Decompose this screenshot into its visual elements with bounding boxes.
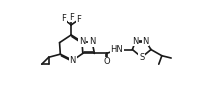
Text: S: S [139,53,144,62]
Text: O: O [103,57,110,66]
Text: HN: HN [111,45,123,54]
Text: N: N [70,56,76,65]
Text: N: N [79,37,85,46]
Text: F: F [69,13,74,22]
Text: N: N [142,37,149,46]
Text: N: N [89,37,95,46]
Text: F: F [76,15,81,24]
Text: N: N [132,37,139,46]
Text: F: F [61,14,66,23]
